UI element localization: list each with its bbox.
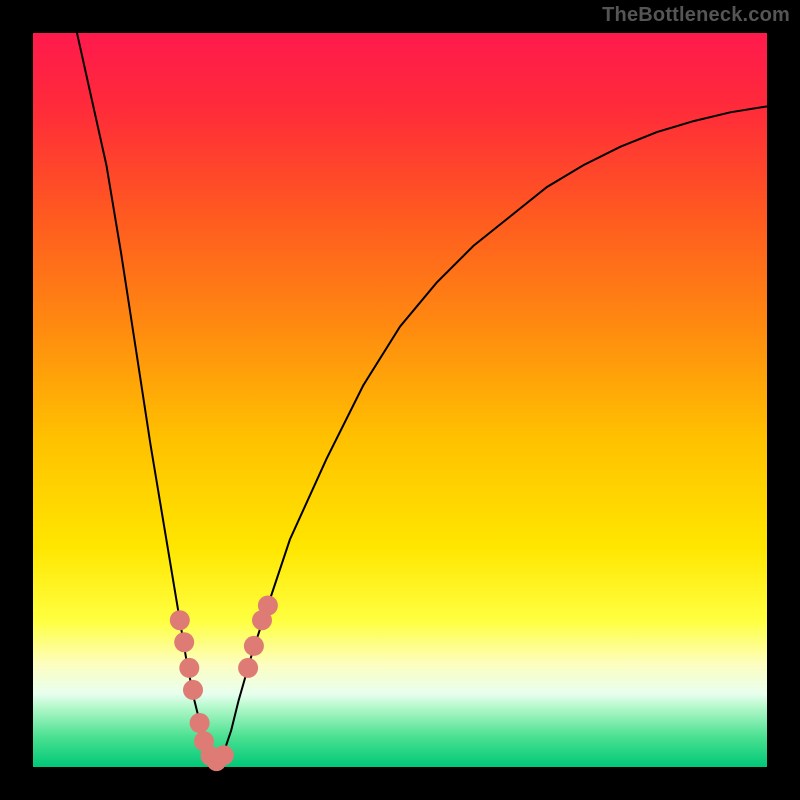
data-marker [190, 713, 210, 733]
data-marker [179, 658, 199, 678]
data-marker [238, 658, 258, 678]
data-marker [174, 632, 194, 652]
watermark-text: TheBottleneck.com [602, 4, 790, 27]
data-marker [244, 636, 264, 656]
data-marker [214, 745, 234, 765]
chart-frame: TheBottleneck.com [0, 0, 800, 800]
data-marker [258, 596, 278, 616]
bottleneck-chart [0, 0, 800, 800]
data-marker [170, 610, 190, 630]
data-marker [183, 680, 203, 700]
